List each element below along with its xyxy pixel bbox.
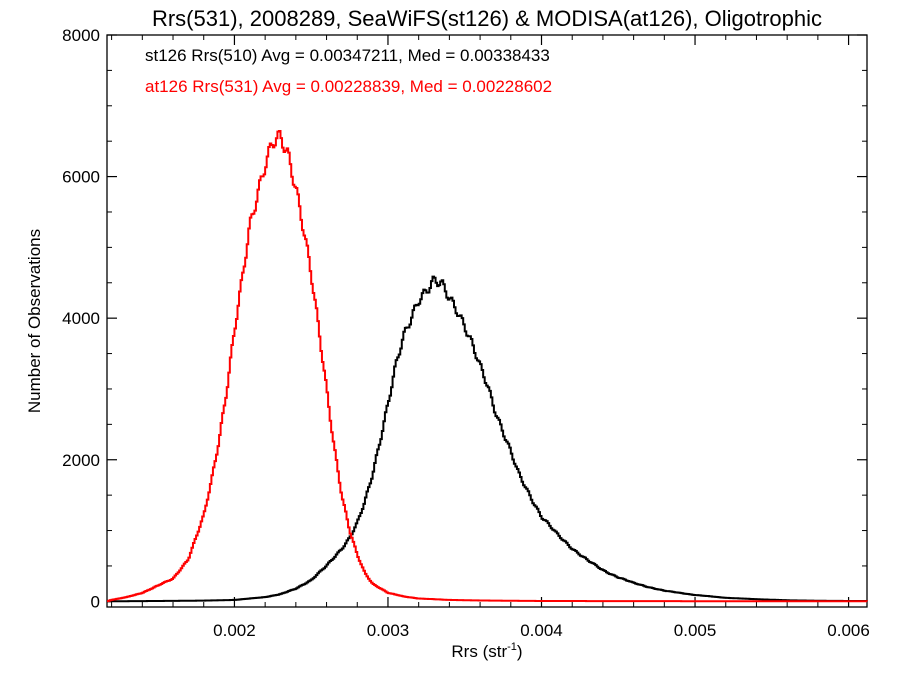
chart-title: Rrs(531), 2008289, SeaWiFS(st126) & MODI… [152,6,822,31]
y-tick-label: 0 [91,592,100,611]
y-axis-title: Number of Observations [25,229,44,413]
x-axis-title-main: Rrs (str [451,642,507,661]
x-axis-title: Rrs (str-1) [451,641,522,661]
x-tick-label: 0.005 [674,621,717,640]
series-layer [107,130,868,603]
series-at126-line [107,130,868,603]
axis-ticks: 0.002 0.003 0.004 0.005 0.006 0 2000 4000 6000 80… [62,26,870,640]
y-tick-label: 4000 [62,309,100,328]
legend-entry-st126: st126 Rrs(510) Avg = 0.00347211, Med = 0… [145,46,550,65]
y-tick-label: 8000 [62,26,100,45]
series-st126-line [107,275,867,603]
x-tick-label: 0.002 [213,621,256,640]
x-axis-title-sup: -1 [507,641,517,653]
y-tick-label: 2000 [62,451,100,470]
x-axis-title-close: ) [517,642,523,661]
legend-entry-at126: at126 Rrs(531) Avg = 0.00228839, Med = 0… [145,77,552,96]
y-tick-label: 6000 [62,168,100,187]
plot-frame [106,34,868,608]
x-tick-label: 0.006 [827,621,870,640]
x-tick-label: 0.003 [367,621,410,640]
x-tick-label: 0.004 [520,621,563,640]
